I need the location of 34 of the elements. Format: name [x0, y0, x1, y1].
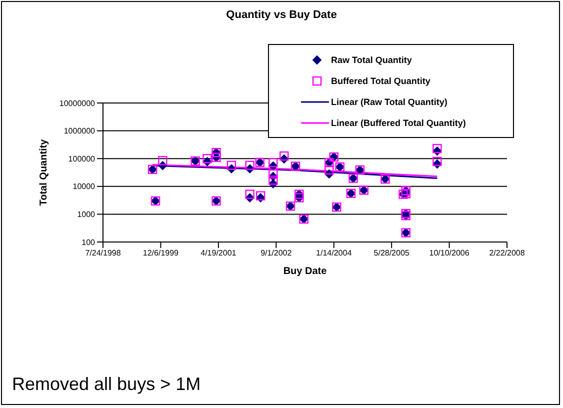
text: Removed all buys > 1M — [12, 374, 201, 395]
y-tick-label: 10000000 — [59, 98, 96, 108]
point — [268, 176, 278, 185]
legend-label: Raw Total Quantity — [331, 54, 412, 64]
y-axis-title: Total Quantity — [38, 138, 50, 206]
x-tick-label: 4/19/2001 — [200, 248, 237, 258]
y-tick-label: 100000 — [68, 154, 96, 164]
y-tick-label: 1000000 — [64, 126, 96, 136]
x-tick-label: 10/10/2006 — [429, 248, 470, 258]
x-tick-label: 5/28/2005 — [374, 248, 410, 258]
point — [268, 169, 278, 179]
point — [226, 160, 236, 170]
y-tick-label: 100 — [82, 238, 96, 247]
x-axis-title: Buy Date — [283, 266, 328, 277]
chart-title: Quantity vs Buy Date — [225, 9, 338, 21]
y-tick-label: 10000 — [72, 182, 96, 192]
legend-label: Linear (Buffered Total Quantity) — [331, 118, 466, 128]
point — [158, 156, 168, 166]
point — [432, 144, 442, 154]
x-tick-label: 1/14/2004 — [316, 248, 352, 258]
x-tick-label: 12/6/1999 — [142, 248, 180, 258]
x-tick-label: 9/1/2002 — [260, 248, 292, 258]
point — [432, 156, 442, 166]
legend-label: Buffered Total Quantity — [331, 76, 430, 86]
point — [245, 190, 254, 199]
y-tick-label: 1000 — [77, 210, 96, 220]
point — [245, 160, 254, 170]
point — [268, 158, 278, 168]
x-tick-label: 7/24/1998 — [85, 248, 122, 258]
x-tick-label: 2/22/2008 — [489, 248, 526, 258]
point — [280, 151, 289, 161]
point — [324, 165, 334, 175]
legend-label: Linear (Raw Total Quantity) — [331, 96, 448, 106]
point — [202, 154, 212, 164]
